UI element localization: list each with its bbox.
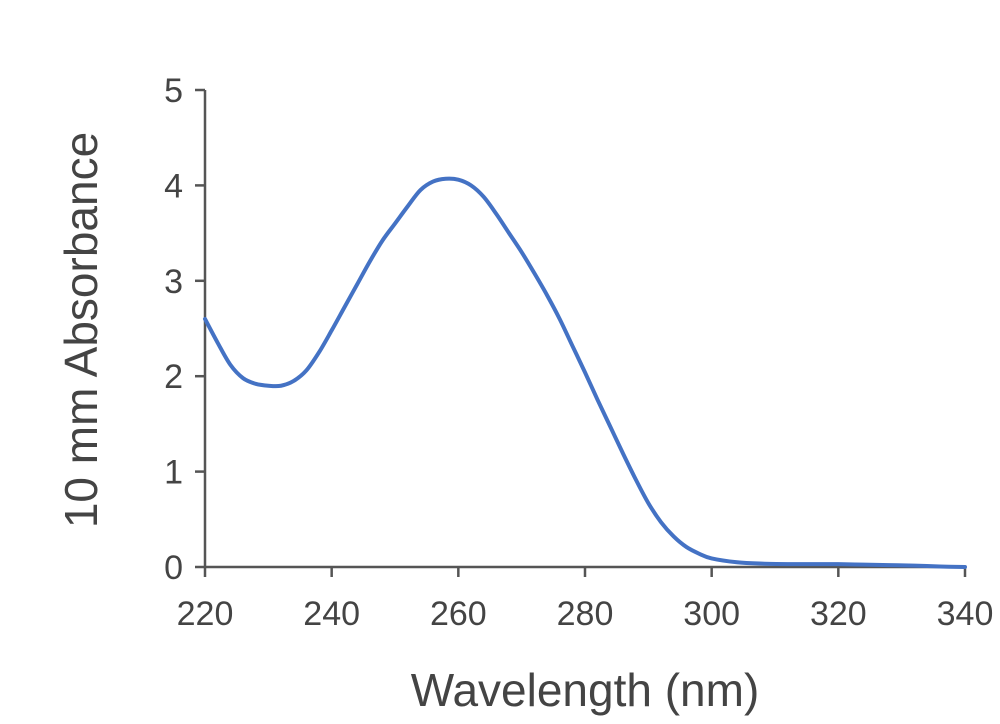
y-tick-label: 4 — [164, 167, 183, 205]
absorbance-series-line — [203, 176, 967, 569]
y-tick-label: 2 — [164, 358, 183, 396]
y-axis-title: 10 mm Absorbance — [55, 132, 107, 528]
y-tick-label: 1 — [164, 454, 183, 492]
y-tick-label: 0 — [164, 549, 183, 587]
plot-area: 0 1 2 3 4 5 220 240 260 280 300 320 340 — [164, 72, 993, 633]
x-tick-label: 320 — [810, 595, 867, 633]
x-axis-title: Wavelength (nm) — [411, 664, 760, 716]
x-tick-label: 280 — [557, 595, 614, 633]
y-tick-label: 3 — [164, 263, 183, 301]
x-tick-label: 300 — [683, 595, 740, 633]
x-tick-label: 340 — [937, 595, 994, 633]
x-tick-label: 260 — [430, 595, 487, 633]
y-tick-label: 5 — [164, 72, 183, 110]
x-tick-label: 240 — [303, 595, 360, 633]
x-tick-label: 220 — [177, 595, 234, 633]
